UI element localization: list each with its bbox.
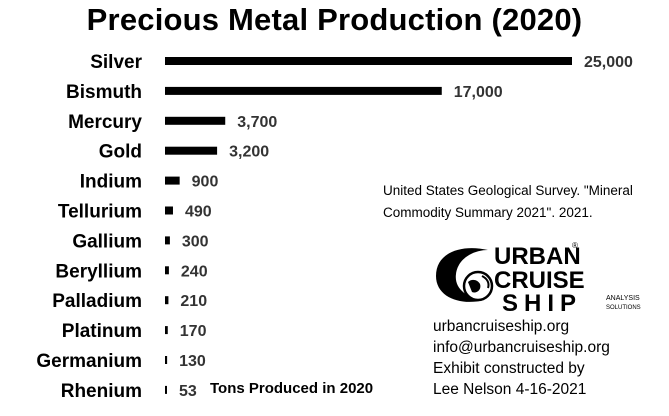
value-label: 17,000 bbox=[454, 84, 503, 101]
value-label: 53 bbox=[179, 383, 197, 400]
logo-tagline-1: ANALYSIS bbox=[606, 295, 640, 302]
value-label: 130 bbox=[179, 353, 206, 370]
logo-tagline-2: SOLUTIONS bbox=[606, 305, 641, 311]
category-label: Tellurium bbox=[58, 202, 142, 223]
x-axis-label: Tons Produced in 2020 bbox=[210, 380, 373, 397]
category-label: Gallium bbox=[72, 231, 142, 252]
bars bbox=[165, 57, 572, 394]
contact-block: urbancruiseship.org info@urbancruiseship… bbox=[433, 316, 610, 400]
bar bbox=[165, 266, 169, 275]
source-citation: United States Geological Survey. "Minera… bbox=[383, 183, 633, 220]
value-label: 170 bbox=[180, 323, 207, 340]
category-label: Germanium bbox=[36, 351, 142, 372]
value-label: 490 bbox=[185, 204, 212, 221]
category-label: Bismuth bbox=[66, 82, 142, 103]
category-label: Silver bbox=[90, 52, 142, 73]
bar bbox=[165, 86, 442, 95]
value-label: 25,000 bbox=[584, 54, 633, 71]
category-label: Indium bbox=[80, 172, 142, 193]
category-label: Rhenium bbox=[61, 381, 142, 402]
logo-word-2: CRUISE bbox=[494, 267, 585, 294]
bar bbox=[165, 385, 167, 394]
bar bbox=[165, 236, 170, 245]
category-labels: Silver Bismuth Mercury Gold Indium Tellurium G… bbox=[36, 52, 142, 402]
logo-word-3: SHIP bbox=[502, 290, 582, 316]
urban-cruise-ship-logo: URBAN CRUISE SHIP ANALYSIS SOLUTIONS ® bbox=[436, 241, 641, 316]
bar bbox=[165, 326, 168, 335]
bar bbox=[165, 356, 168, 364]
bar bbox=[165, 176, 180, 185]
bar bbox=[165, 116, 226, 125]
chart-title: Precious Metal Production (2020) bbox=[86, 2, 583, 37]
credit-line-1: Exhibit constructed by bbox=[433, 360, 585, 377]
email-text: info@urbancruiseship.org bbox=[433, 339, 610, 356]
value-label: 900 bbox=[192, 174, 219, 191]
value-label: 240 bbox=[181, 263, 208, 280]
credit-line-2: Lee Nelson 4-16-2021 bbox=[433, 381, 587, 398]
logo-word-1: URBAN bbox=[494, 243, 581, 270]
website-text: urbancruiseship.org bbox=[433, 318, 570, 335]
value-label: 300 bbox=[182, 233, 209, 250]
value-label: 3,200 bbox=[229, 144, 269, 161]
value-label: 3,700 bbox=[237, 114, 277, 131]
category-label: Beryllium bbox=[55, 261, 142, 282]
category-label: Palladium bbox=[52, 291, 142, 312]
bar bbox=[165, 146, 218, 155]
category-label: Mercury bbox=[68, 112, 142, 133]
registered-mark: ® bbox=[572, 241, 578, 250]
category-label: Gold bbox=[99, 142, 142, 163]
bar bbox=[165, 57, 572, 65]
value-labels: 25,000 17,000 3,700 3,200 900 490 300 240 210 170… bbox=[179, 54, 633, 400]
category-label: Platinum bbox=[62, 321, 142, 342]
bar bbox=[165, 206, 173, 215]
value-label: 210 bbox=[180, 293, 207, 310]
bar bbox=[165, 296, 169, 305]
